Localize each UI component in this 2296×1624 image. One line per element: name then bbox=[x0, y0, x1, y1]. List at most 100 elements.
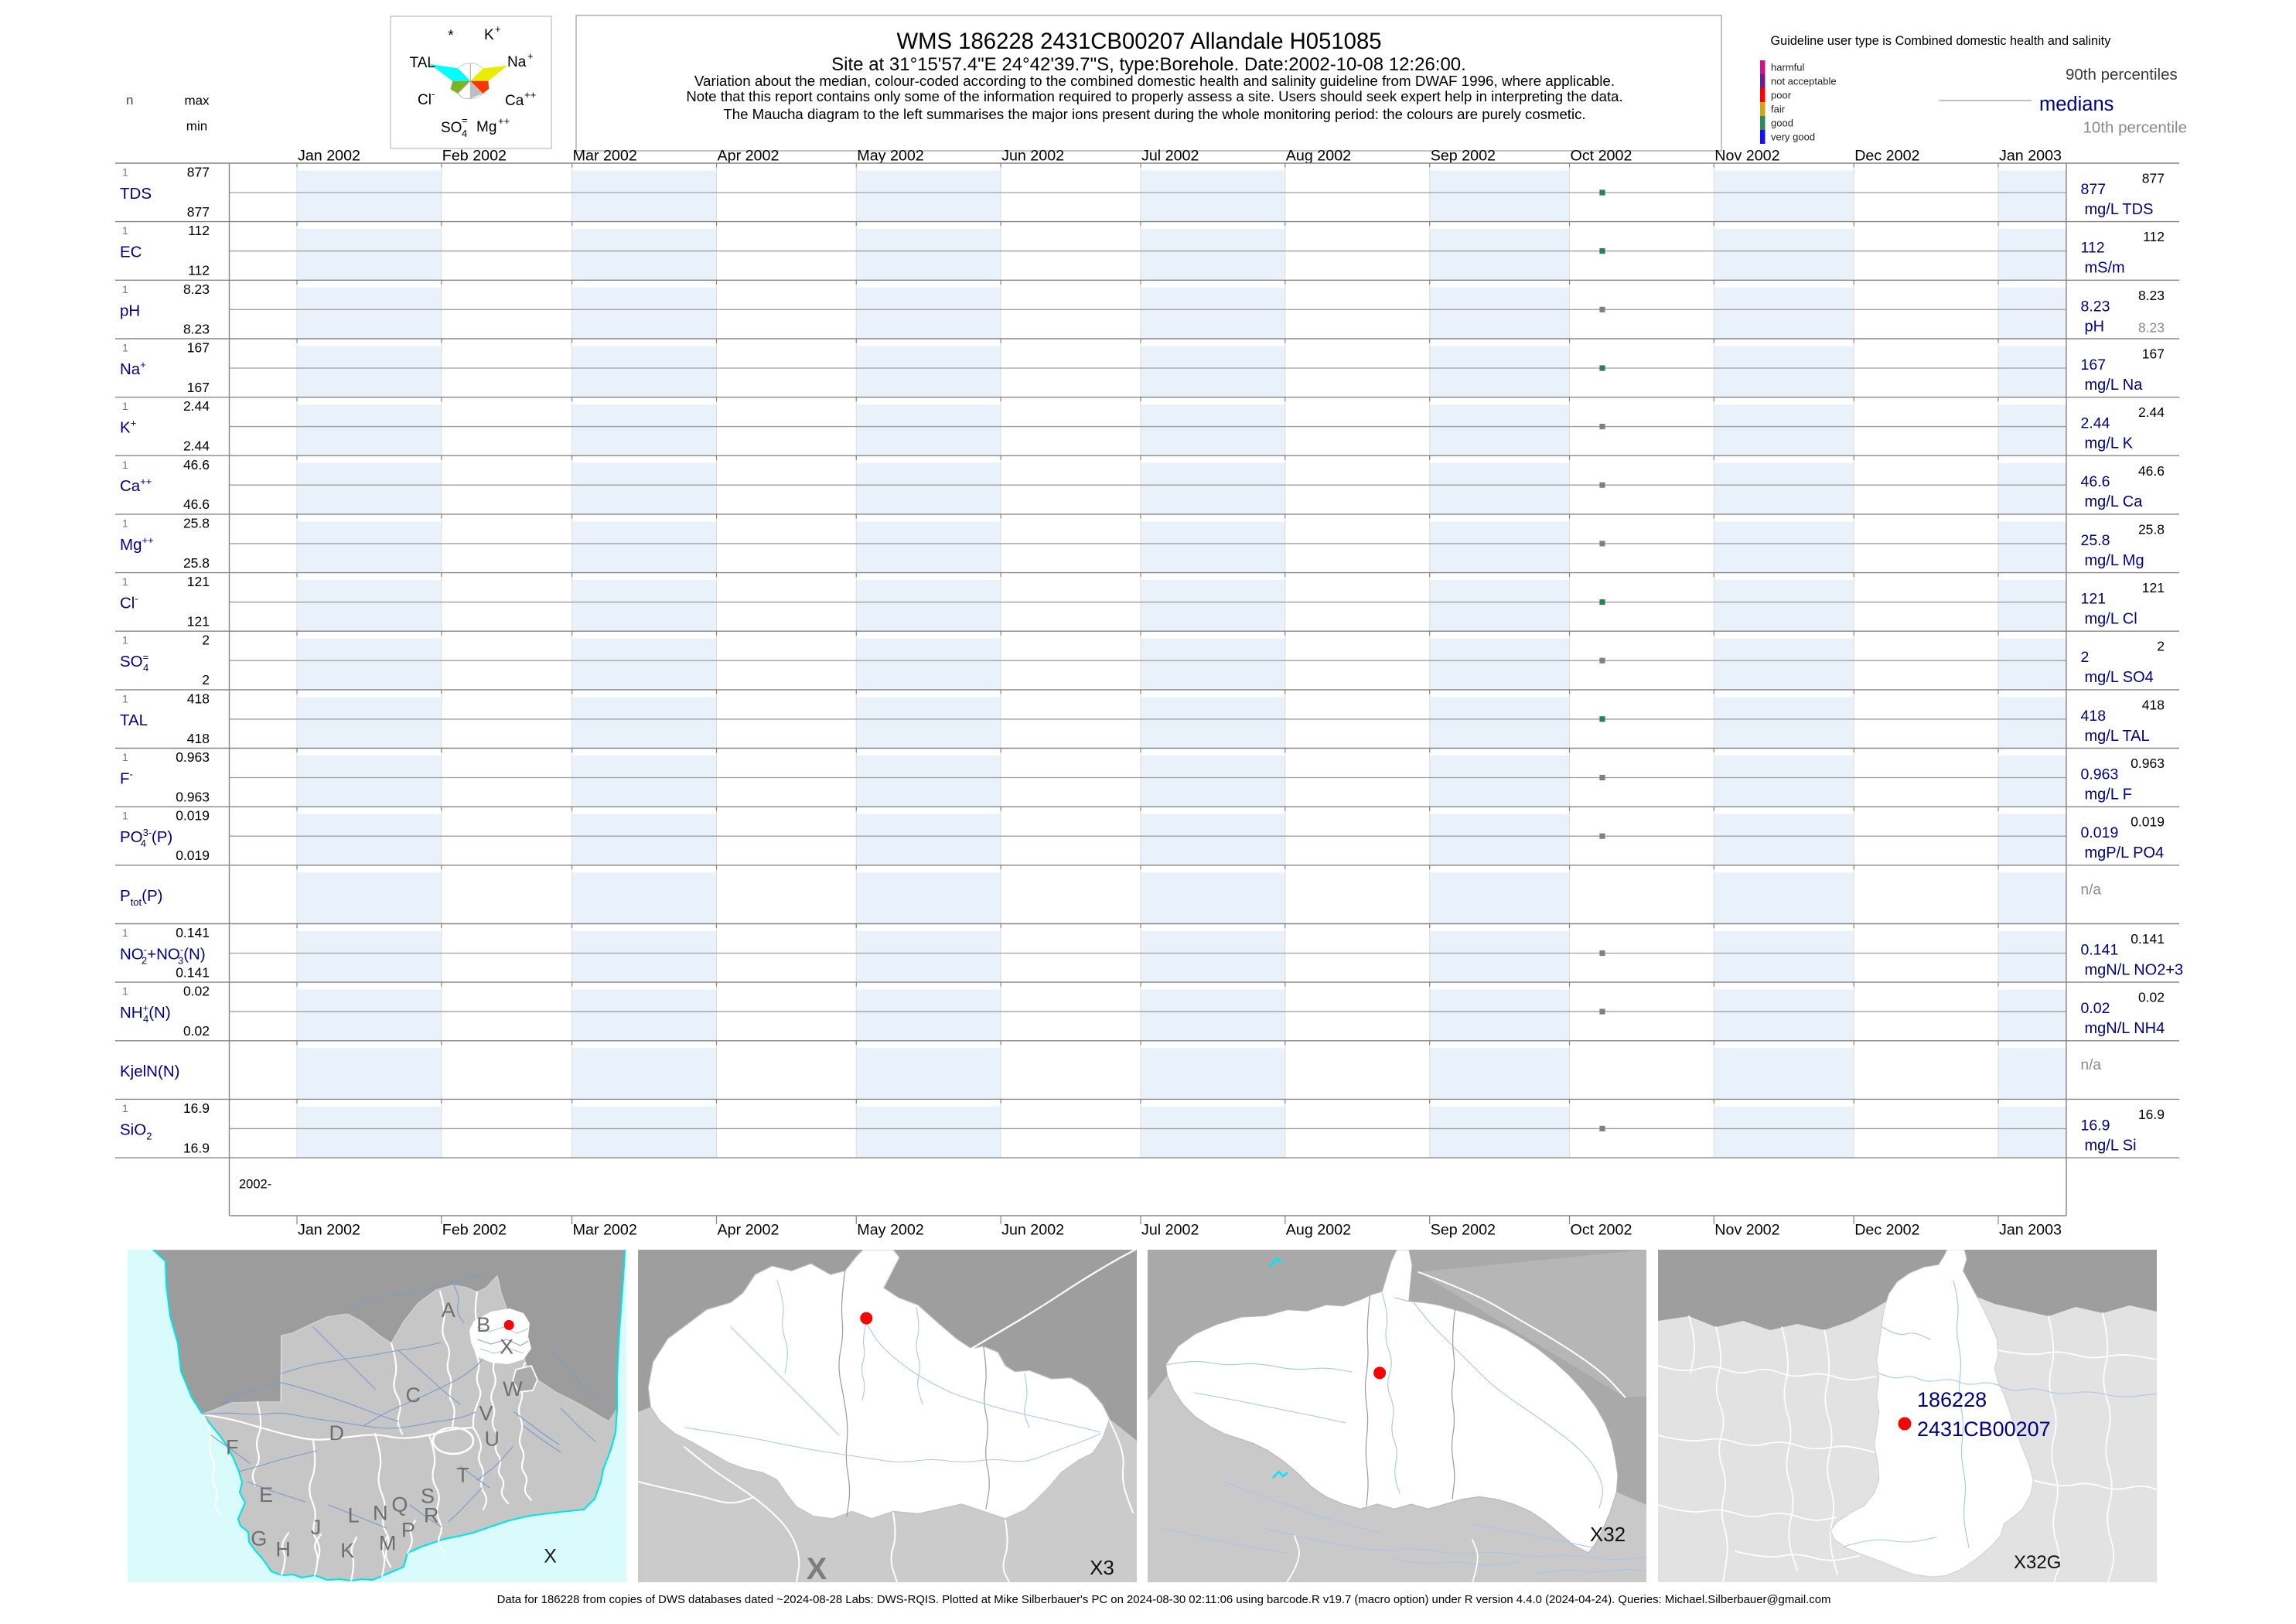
svg-text:16.9: 16.9 bbox=[183, 1140, 210, 1155]
svg-text:F-: F- bbox=[120, 769, 133, 788]
svg-text:K: K bbox=[340, 1539, 354, 1562]
svg-text:mg/L TDS: mg/L TDS bbox=[2085, 201, 2154, 218]
svg-text:Ca: Ca bbox=[505, 93, 524, 109]
svg-text:Mar 2002: Mar 2002 bbox=[573, 1222, 637, 1239]
svg-text:Oct 2002: Oct 2002 bbox=[1571, 1222, 1632, 1239]
svg-text:mg/L F: mg/L F bbox=[2085, 786, 2133, 803]
svg-text:F: F bbox=[226, 1436, 239, 1459]
svg-text:SO: SO bbox=[441, 120, 462, 136]
svg-text:121: 121 bbox=[2081, 591, 2107, 608]
svg-text:167: 167 bbox=[2142, 346, 2165, 362]
svg-text:Aug 2002: Aug 2002 bbox=[1286, 148, 1351, 165]
svg-text:877: 877 bbox=[187, 204, 210, 220]
svg-text:877: 877 bbox=[2081, 181, 2107, 198]
svg-text:SiO2: SiO2 bbox=[120, 1121, 152, 1141]
svg-text:1: 1 bbox=[122, 517, 128, 529]
svg-text:8.23: 8.23 bbox=[183, 321, 210, 336]
svg-text:J: J bbox=[311, 1516, 322, 1539]
svg-text:B: B bbox=[476, 1313, 490, 1336]
svg-text:0.141: 0.141 bbox=[2131, 931, 2165, 947]
svg-text:Ca++: Ca++ bbox=[120, 476, 152, 495]
svg-text:25.8: 25.8 bbox=[2081, 532, 2110, 549]
svg-text:pH: pH bbox=[120, 302, 140, 319]
svg-text:Cl: Cl bbox=[418, 92, 432, 108]
svg-text:n: n bbox=[126, 93, 133, 107]
svg-text:Jan 2002: Jan 2002 bbox=[298, 1222, 360, 1239]
svg-text:medians: medians bbox=[2039, 94, 2113, 115]
svg-text:Jan 2003: Jan 2003 bbox=[1999, 148, 2062, 165]
svg-text:Data for 186228 from copies of: Data for 186228 from copies of DWS datab… bbox=[497, 1594, 1831, 1606]
svg-text:46.6: 46.6 bbox=[2138, 463, 2165, 479]
svg-text:WMS 186228 2431CB00207 Allanda: WMS 186228 2431CB00207 Allandale H051085 bbox=[896, 29, 1381, 54]
svg-text:8.23: 8.23 bbox=[2138, 319, 2165, 335]
svg-text:*: * bbox=[448, 28, 454, 44]
svg-text:-: - bbox=[432, 88, 435, 100]
svg-text:H: H bbox=[275, 1538, 291, 1561]
svg-text:2.44: 2.44 bbox=[2081, 415, 2110, 432]
svg-text:Mar 2002: Mar 2002 bbox=[573, 148, 637, 165]
svg-text:Variation about the median, c: Variation about the median, colour-coded… bbox=[694, 73, 1615, 89]
svg-text:Jul 2002: Jul 2002 bbox=[1141, 1222, 1199, 1239]
svg-text:418: 418 bbox=[2081, 708, 2107, 725]
svg-text:186228: 186228 bbox=[1917, 1388, 1987, 1411]
svg-text:0.02: 0.02 bbox=[2138, 990, 2165, 1005]
svg-text:112: 112 bbox=[2081, 240, 2105, 257]
svg-text:112: 112 bbox=[188, 263, 210, 278]
svg-text:8.23: 8.23 bbox=[183, 281, 210, 297]
svg-text:mg/L Mg: mg/L Mg bbox=[2085, 552, 2144, 569]
svg-text:167: 167 bbox=[187, 380, 210, 395]
svg-text:Apr 2002: Apr 2002 bbox=[718, 1222, 780, 1239]
svg-text:good: good bbox=[1771, 118, 1793, 129]
svg-text:mg/L Si: mg/L Si bbox=[2085, 1137, 2137, 1154]
svg-text:0.141: 0.141 bbox=[2081, 942, 2119, 959]
svg-text:D: D bbox=[329, 1421, 344, 1445]
svg-text:2.44: 2.44 bbox=[2138, 404, 2165, 420]
svg-text:1: 1 bbox=[122, 1102, 128, 1114]
svg-text:Apr 2002: Apr 2002 bbox=[718, 148, 780, 165]
svg-text:++: ++ bbox=[524, 89, 536, 101]
svg-text:P: P bbox=[401, 1518, 415, 1541]
svg-text:Site at 31°15'57.4"E 24°42'39.: Site at 31°15'57.4"E 24°42'39.7"S, type:… bbox=[831, 54, 1466, 75]
svg-text:not acceptable: not acceptable bbox=[1771, 76, 1837, 87]
svg-text:Oct 2002: Oct 2002 bbox=[1571, 148, 1632, 165]
svg-text:Mg: Mg bbox=[476, 119, 496, 135]
svg-text:TAL: TAL bbox=[410, 55, 435, 71]
svg-text:25.8: 25.8 bbox=[183, 555, 210, 571]
svg-text:+: + bbox=[527, 50, 534, 62]
svg-text:1: 1 bbox=[122, 459, 128, 471]
svg-text:Jun 2002: Jun 2002 bbox=[1001, 1222, 1064, 1239]
svg-text:U: U bbox=[484, 1428, 500, 1451]
svg-text:poor: poor bbox=[1771, 90, 1792, 101]
svg-text:0.019: 0.019 bbox=[2131, 814, 2165, 830]
svg-text:C: C bbox=[405, 1383, 421, 1407]
svg-text:EC: EC bbox=[120, 244, 142, 261]
svg-text:KjelN(N): KjelN(N) bbox=[120, 1063, 179, 1080]
svg-text:25.8: 25.8 bbox=[183, 515, 210, 531]
svg-text:1: 1 bbox=[122, 575, 128, 588]
svg-text:W: W bbox=[503, 1377, 523, 1401]
svg-text:0.963: 0.963 bbox=[2131, 756, 2165, 771]
svg-text:0.019: 0.019 bbox=[176, 808, 210, 824]
svg-text:E: E bbox=[259, 1483, 273, 1506]
svg-text:0.963: 0.963 bbox=[2081, 766, 2119, 783]
svg-text:2.44: 2.44 bbox=[183, 398, 210, 414]
svg-text:167: 167 bbox=[187, 340, 210, 356]
svg-text:mS/m: mS/m bbox=[2085, 260, 2125, 277]
svg-text:mg/L Cl: mg/L Cl bbox=[2085, 611, 2137, 628]
svg-text:2002-: 2002- bbox=[239, 1178, 271, 1192]
svg-text:PO3-4(P): PO3-4 (P) bbox=[120, 827, 172, 849]
svg-text:X: X bbox=[544, 1545, 557, 1567]
svg-text:25.8: 25.8 bbox=[2138, 521, 2165, 537]
svg-text:2: 2 bbox=[202, 633, 210, 648]
svg-text:Jun 2002: Jun 2002 bbox=[1001, 148, 1064, 165]
svg-text:Nov 2002: Nov 2002 bbox=[1714, 1222, 1779, 1239]
svg-text:mg/L Na: mg/L Na bbox=[2085, 377, 2144, 394]
svg-text:Nov 2002: Nov 2002 bbox=[1714, 148, 1779, 165]
svg-text:121: 121 bbox=[187, 614, 210, 629]
svg-text:1: 1 bbox=[122, 342, 128, 354]
svg-text:121: 121 bbox=[2142, 580, 2165, 595]
svg-text:8.23: 8.23 bbox=[2138, 288, 2165, 303]
svg-text:N: N bbox=[373, 1501, 388, 1524]
svg-text:1: 1 bbox=[122, 926, 128, 939]
svg-text:The Maucha diagram to the left: The Maucha diagram to the left summarise… bbox=[723, 106, 1585, 122]
